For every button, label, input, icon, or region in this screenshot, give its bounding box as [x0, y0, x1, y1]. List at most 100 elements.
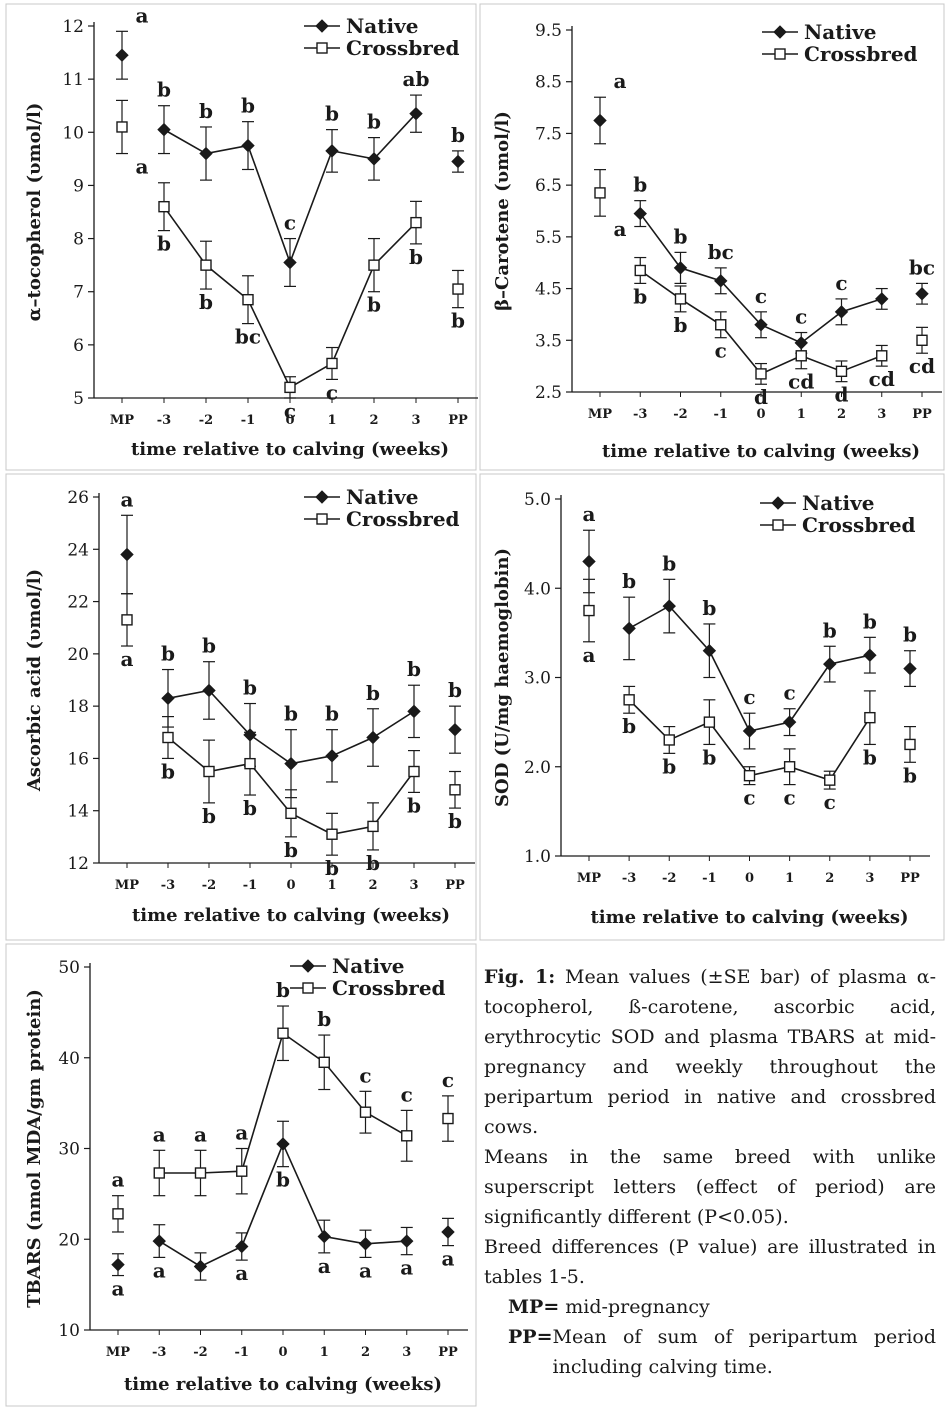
caption-pp-abbr: PP= [508, 1326, 553, 1348]
significance-letter: b [903, 623, 917, 647]
y-tick-label: 24 [67, 540, 89, 560]
data-point [410, 216, 422, 229]
data-point [325, 749, 339, 763]
data-point [409, 106, 423, 121]
x-tick-label: 1 [785, 871, 794, 886]
x-tick-label: -2 [662, 871, 676, 886]
data-point [162, 731, 174, 744]
data-point [326, 357, 338, 370]
significance-letter: a [583, 643, 596, 667]
data-point [755, 368, 767, 380]
data-point [673, 261, 688, 275]
significance-letter: a [318, 1254, 331, 1278]
data-point [318, 1056, 330, 1068]
y-tick-label: 8.5 [535, 73, 562, 93]
significance-letter: c [784, 786, 796, 810]
y-tick-label: 40 [58, 1049, 80, 1069]
data-point [202, 683, 216, 698]
x-axis-label: time relative to calving (weeks) [124, 1374, 442, 1395]
significance-letter: b [284, 838, 298, 862]
y-tick-label: 2.0 [524, 758, 551, 778]
data-point [915, 287, 929, 301]
y-tick-label: 1.0 [524, 847, 551, 867]
significance-letter: b [448, 678, 462, 702]
y-tick-label: 5.0 [524, 490, 551, 510]
series-native: a b b b c c b b b [582, 502, 917, 750]
significance-letter: cd [909, 354, 935, 378]
caption-main: Fig. 1: Mean values (±SE bar) of plasma … [484, 962, 936, 1142]
significance-letter: b [325, 702, 339, 726]
data-point [835, 365, 848, 378]
data-point [452, 283, 464, 295]
data-point [903, 661, 917, 676]
x-axis-label: time relative to calving (weeks) [602, 441, 920, 462]
y-tick-label: 10 [58, 1321, 80, 1341]
data-point [358, 1237, 373, 1251]
x-tick-label: PP [445, 878, 465, 893]
significance-letter: c [715, 339, 727, 363]
data-point [441, 1225, 455, 1239]
x-tick-label: 1 [320, 1345, 329, 1360]
data-point [241, 138, 255, 153]
significance-letter: bc [235, 325, 261, 349]
significance-letter: b [157, 232, 171, 256]
y-tick-label: 8 [73, 230, 84, 250]
significance-letter: c [824, 790, 836, 814]
data-point [157, 122, 171, 137]
x-tick-label: MP [115, 878, 139, 893]
significance-letter: b [622, 569, 636, 593]
significance-letter: c [442, 1068, 454, 1092]
legend-label: Crossbred [346, 36, 460, 60]
data-point [743, 769, 756, 782]
significance-letter: b [202, 804, 216, 828]
figure-caption: Fig. 1: Mean values (±SE bar) of plasma … [484, 962, 936, 1382]
significance-letter: cd [788, 370, 814, 394]
x-tick-label: -3 [161, 878, 175, 893]
y-tick-label: 11 [62, 70, 84, 90]
x-tick-label: -3 [633, 407, 647, 422]
data-point [368, 259, 380, 271]
x-tick-label: 2 [837, 407, 846, 422]
data-point [111, 1257, 125, 1272]
significance-letter: b [325, 856, 339, 880]
data-point [203, 765, 215, 778]
data-point [864, 711, 876, 724]
x-tick-label: -3 [622, 871, 636, 886]
significance-letter: b [199, 290, 213, 314]
y-tick-label: 9 [73, 176, 84, 196]
significance-letter: c [835, 271, 847, 295]
y-axis-label: Ascorbic acid (υmol/l) [24, 569, 45, 792]
legend-marker [773, 25, 787, 39]
y-tick-label: 12 [67, 854, 89, 874]
x-tick-label: PP [448, 413, 468, 428]
data-point [594, 187, 606, 199]
legend-marker [302, 982, 314, 994]
legend-label: Native [332, 954, 404, 978]
significance-letter: b [451, 309, 465, 333]
legend-label: Crossbred [332, 976, 446, 1000]
y-tick-label: 6 [73, 336, 84, 356]
x-tick-label: 2 [369, 413, 378, 428]
x-tick-label: 3 [877, 407, 886, 422]
data-point [633, 206, 647, 221]
data-point [863, 648, 877, 662]
series-crossbred: a b b b b b b b b [121, 593, 462, 880]
significance-letter: a [112, 1277, 125, 1301]
legend-label: Crossbred [802, 513, 916, 537]
significance-letter: c [326, 380, 338, 404]
significance-letter: a [153, 1258, 166, 1282]
x-tick-label: 3 [411, 413, 420, 428]
x-tick-label: PP [912, 407, 932, 422]
x-tick-label: 0 [286, 878, 295, 893]
panel-frame [5, 473, 477, 941]
data-point [662, 599, 676, 613]
data-point [916, 334, 928, 346]
significance-letter: cd [869, 367, 895, 391]
significance-letter: b [366, 681, 380, 705]
data-point [115, 48, 129, 62]
caption-note-breed: Breed differences (P value) are illustra… [484, 1236, 936, 1288]
series-crossbred: a a a a b b c c c [112, 978, 454, 1233]
